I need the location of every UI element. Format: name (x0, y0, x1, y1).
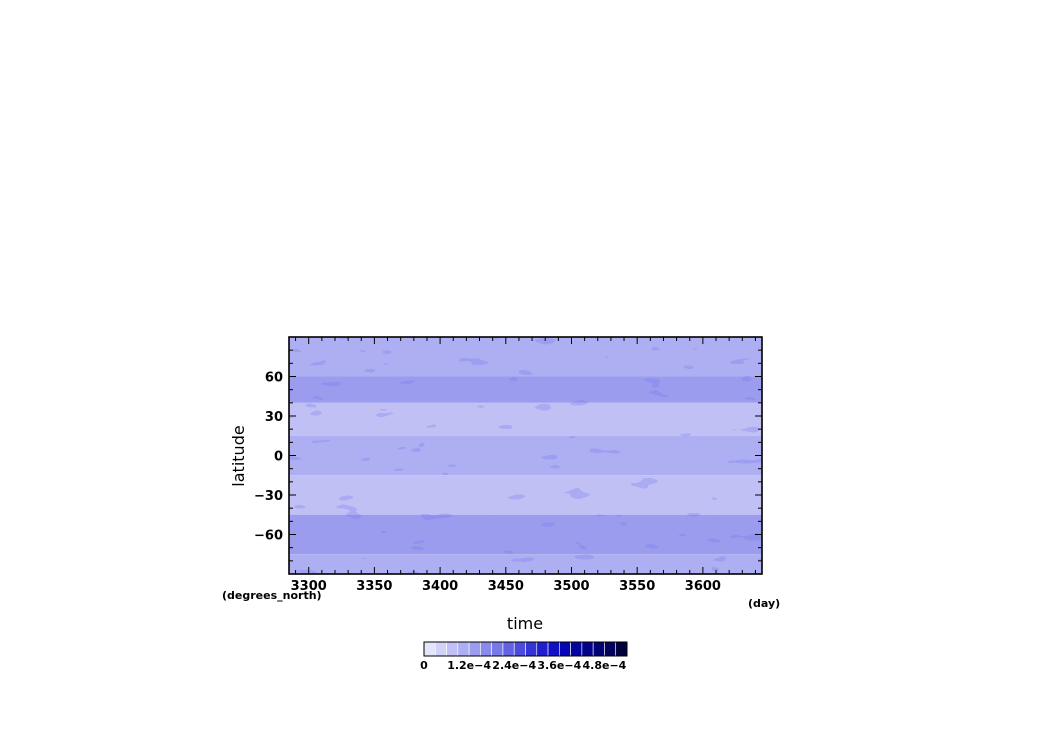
y-axis-units: (degrees_north) (222, 589, 322, 602)
colorbar-swatch (604, 641, 617, 657)
colorbar-swatch (491, 641, 504, 657)
y-axis: 60 30 0 −30 −60 (254, 349, 762, 562)
colorbar-swatch (502, 641, 515, 657)
colorbar-swatch (446, 641, 459, 657)
colorbar-swatch (559, 641, 571, 657)
y-tick-label: −60 (254, 529, 283, 544)
colorbar-swatch (457, 641, 470, 657)
colorbar-swatch (581, 641, 594, 657)
colorbar-swatch (434, 641, 447, 657)
x-axis-units: (day) (748, 597, 780, 610)
heatmap-texture (289, 337, 762, 574)
y-axis-title: latitude (229, 425, 248, 486)
colorbar-swatch (513, 641, 526, 657)
x-tick-label: 3350 (356, 579, 392, 594)
colorbar-swatch (615, 641, 628, 657)
colorbar-swatch (423, 641, 436, 657)
plot-area (289, 337, 762, 574)
colorbar-tick-label: 4.8e−4 (583, 659, 627, 672)
colorbar: 0 1.2e−4 2.4e−4 3.6e−4 4.8e−4 (420, 641, 628, 672)
colorbar-swatch (547, 641, 560, 657)
y-tick-label: −30 (254, 489, 283, 504)
x-tick-label: 3300 (291, 579, 327, 594)
colorbar-swatch (592, 641, 605, 657)
colorbar-swatch (570, 641, 583, 657)
colorbar-swatch (480, 641, 492, 657)
colorbar-swatch (468, 641, 481, 657)
x-axis: 3300 3350 3400 3450 3500 3550 3600 (291, 337, 756, 594)
x-tick-label: 3550 (619, 579, 655, 594)
y-tick-label: 60 (265, 371, 283, 386)
y-tick-label: 0 (274, 450, 283, 465)
colorbar-tick-label: 2.4e−4 (492, 659, 536, 672)
x-axis-title: time (507, 614, 543, 633)
colorbar-tick-label: 0 (420, 659, 428, 672)
colorbar-swatch (536, 641, 549, 657)
colorbar-tick-label: 1.2e−4 (447, 659, 491, 672)
y-tick-label: 30 (265, 410, 283, 425)
x-tick-label: 3600 (685, 579, 721, 594)
x-tick-label: 3450 (488, 579, 524, 594)
colorbar-tick-label: 3.6e−4 (537, 659, 581, 672)
colorbar-frame (423, 641, 628, 657)
x-tick-label: 3500 (553, 579, 589, 594)
colorbar-swatch (525, 641, 538, 657)
x-tick-label: 3400 (422, 579, 458, 594)
